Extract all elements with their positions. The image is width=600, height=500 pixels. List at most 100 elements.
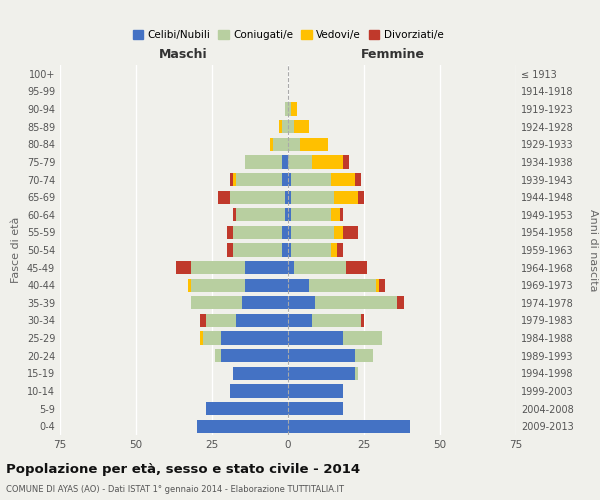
Bar	[203, 332, 221, 344]
Text: Popolazione per età, sesso e stato civile - 2014: Popolazione per età, sesso e stato civil…	[6, 462, 360, 475]
Bar	[288, 384, 343, 398]
Bar	[379, 278, 385, 292]
Bar	[288, 190, 291, 204]
Bar	[288, 102, 291, 116]
Bar	[300, 138, 328, 151]
Bar	[291, 173, 331, 186]
Bar	[200, 332, 203, 344]
Bar	[236, 173, 282, 186]
Bar	[355, 349, 373, 362]
Bar	[282, 173, 288, 186]
Bar	[176, 261, 191, 274]
Bar	[288, 296, 316, 310]
Bar	[227, 244, 233, 256]
Bar	[206, 402, 288, 415]
Text: Maschi: Maschi	[159, 48, 208, 62]
Bar	[221, 332, 288, 344]
Bar	[233, 208, 236, 222]
Bar	[291, 244, 331, 256]
Bar	[294, 120, 309, 134]
Bar	[285, 102, 288, 116]
Bar	[233, 173, 236, 186]
Bar	[291, 190, 334, 204]
Bar	[355, 366, 358, 380]
Bar	[294, 261, 346, 274]
Bar	[288, 420, 410, 433]
Bar	[279, 120, 282, 134]
Bar	[191, 261, 245, 274]
Bar	[340, 208, 343, 222]
Bar	[358, 190, 364, 204]
Bar	[288, 278, 309, 292]
Bar	[397, 296, 404, 310]
Bar	[313, 314, 361, 327]
Bar	[291, 226, 334, 239]
Bar	[288, 366, 355, 380]
Legend: Celibi/Nubili, Coniugati/e, Vedovi/e, Divorziati/e: Celibi/Nubili, Coniugati/e, Vedovi/e, Di…	[128, 26, 448, 44]
Bar	[346, 261, 367, 274]
Bar	[376, 278, 379, 292]
Bar	[230, 173, 233, 186]
Bar	[218, 190, 230, 204]
Bar	[221, 349, 288, 362]
Bar	[285, 208, 288, 222]
Bar	[282, 120, 288, 134]
Y-axis label: Anni di nascita: Anni di nascita	[587, 209, 598, 291]
Bar	[191, 296, 242, 310]
Bar	[233, 244, 282, 256]
Bar	[242, 296, 288, 310]
Bar	[236, 208, 285, 222]
Y-axis label: Fasce di età: Fasce di età	[11, 217, 21, 283]
Bar	[334, 190, 358, 204]
Bar	[273, 138, 288, 151]
Bar	[288, 226, 291, 239]
Bar	[282, 244, 288, 256]
Bar	[282, 226, 288, 239]
Bar	[230, 190, 285, 204]
Bar	[316, 296, 397, 310]
Bar	[215, 349, 221, 362]
Bar	[343, 226, 358, 239]
Bar	[288, 349, 355, 362]
Bar	[309, 278, 376, 292]
Bar	[288, 261, 294, 274]
Bar	[285, 190, 288, 204]
Bar	[288, 173, 291, 186]
Bar	[291, 102, 297, 116]
Bar	[288, 402, 343, 415]
Bar	[197, 420, 288, 433]
Bar	[288, 120, 294, 134]
Bar	[236, 314, 288, 327]
Bar	[288, 156, 313, 168]
Bar	[331, 208, 340, 222]
Bar	[288, 314, 313, 327]
Text: COMUNE DI AYAS (AO) - Dati ISTAT 1° gennaio 2014 - Elaborazione TUTTITALIA.IT: COMUNE DI AYAS (AO) - Dati ISTAT 1° genn…	[6, 485, 344, 494]
Bar	[200, 314, 206, 327]
Bar	[230, 384, 288, 398]
Bar	[343, 156, 349, 168]
Bar	[313, 156, 343, 168]
Bar	[337, 244, 343, 256]
Bar	[191, 278, 245, 292]
Bar	[270, 138, 273, 151]
Bar	[206, 314, 236, 327]
Bar	[343, 332, 382, 344]
Bar	[288, 332, 343, 344]
Bar	[288, 244, 291, 256]
Bar	[227, 226, 233, 239]
Bar	[331, 173, 355, 186]
Bar	[331, 244, 337, 256]
Bar	[233, 366, 288, 380]
Bar	[291, 208, 331, 222]
Bar	[282, 156, 288, 168]
Bar	[355, 173, 361, 186]
Text: Femmine: Femmine	[361, 48, 425, 62]
Bar	[188, 278, 191, 292]
Bar	[245, 261, 288, 274]
Bar	[361, 314, 364, 327]
Bar	[288, 138, 300, 151]
Bar	[245, 156, 282, 168]
Bar	[288, 208, 291, 222]
Bar	[334, 226, 343, 239]
Bar	[233, 226, 282, 239]
